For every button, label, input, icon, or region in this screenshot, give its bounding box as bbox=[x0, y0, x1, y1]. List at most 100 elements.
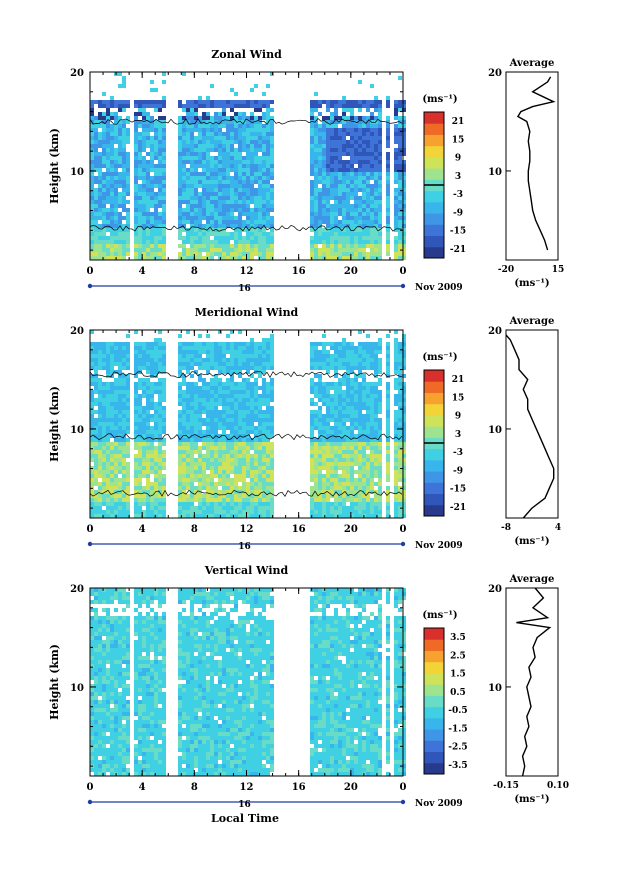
heatmap-cell bbox=[190, 502, 194, 506]
heatmap-cell bbox=[310, 510, 314, 514]
heatmap-cell bbox=[198, 414, 202, 418]
heatmap-cell bbox=[206, 204, 210, 208]
heatmap-cell bbox=[182, 478, 186, 482]
heatmap-cell bbox=[202, 232, 206, 236]
heatmap-cell bbox=[362, 132, 366, 136]
heatmap-cell bbox=[242, 442, 246, 446]
heatmap-cell bbox=[150, 144, 154, 148]
heatmap-cell bbox=[270, 224, 274, 228]
heatmap-cell bbox=[126, 466, 130, 470]
heatmap-cell bbox=[370, 486, 374, 490]
heatmap-cell bbox=[154, 136, 158, 140]
heatmap-cell bbox=[126, 502, 130, 506]
heatmap-cell bbox=[194, 386, 198, 390]
heatmap-cell bbox=[118, 120, 122, 124]
heatmap-cell bbox=[122, 232, 126, 236]
heatmap-cell bbox=[190, 224, 194, 228]
heatmap-cell bbox=[234, 208, 238, 212]
heatmap-cell bbox=[262, 168, 266, 172]
heatmap-cell bbox=[334, 438, 338, 442]
heatmap-cell bbox=[126, 354, 130, 358]
heatmap-cell bbox=[354, 454, 358, 458]
heatmap-cell bbox=[206, 418, 210, 422]
heatmap-cell bbox=[270, 422, 274, 426]
heatmap-cell bbox=[134, 248, 138, 252]
heatmap-cell bbox=[238, 112, 242, 116]
heatmap-cell bbox=[258, 426, 262, 430]
heatmap-cell bbox=[334, 120, 338, 124]
heatmap-cell bbox=[142, 244, 146, 248]
heatmap-cell bbox=[370, 346, 374, 350]
heatmap-cell bbox=[210, 426, 214, 430]
heatmap-cell bbox=[258, 212, 262, 216]
heatmap-cell bbox=[266, 342, 270, 346]
heatmap-cell bbox=[158, 502, 162, 506]
heatmap-cell bbox=[266, 358, 270, 362]
heatmap-cell bbox=[178, 216, 182, 220]
heatmap-cell bbox=[246, 200, 250, 204]
heatmap-cell bbox=[186, 370, 190, 374]
heatmap-cell bbox=[402, 160, 406, 164]
heatmap-cell bbox=[350, 474, 354, 478]
heatmap-cell bbox=[218, 244, 222, 248]
heatmap-cell bbox=[122, 216, 126, 220]
heatmap-cell bbox=[202, 152, 206, 156]
heatmap-cell bbox=[118, 140, 122, 144]
heatmap-cell bbox=[142, 176, 146, 180]
heatmap-cell bbox=[142, 100, 146, 104]
heatmap-cell bbox=[338, 148, 342, 152]
heatmap-cell bbox=[102, 192, 106, 196]
heatmap-cell bbox=[346, 232, 350, 236]
heatmap-cell bbox=[150, 454, 154, 458]
heatmap-cell bbox=[162, 506, 166, 510]
heatmap-cell bbox=[262, 386, 266, 390]
heatmap-cell bbox=[94, 188, 98, 192]
heatmap-cell bbox=[350, 192, 354, 196]
heatmap-cell bbox=[162, 96, 166, 100]
heatmap-cell bbox=[94, 208, 98, 212]
heatmap-cell bbox=[178, 100, 182, 104]
heatmap-cell bbox=[154, 184, 158, 188]
heatmap-cell bbox=[314, 192, 318, 196]
heatmap-cell bbox=[194, 240, 198, 244]
heatmap-cell bbox=[238, 466, 242, 470]
heatmap-cell bbox=[354, 502, 358, 506]
heatmap-cell bbox=[230, 252, 234, 256]
heatmap-cell bbox=[270, 240, 274, 244]
heatmap-cell bbox=[222, 390, 226, 394]
heatmap-cell bbox=[266, 244, 270, 248]
heatmap-cell bbox=[214, 128, 218, 132]
heatmap-cell bbox=[98, 208, 102, 212]
heatmap-cell bbox=[266, 402, 270, 406]
heatmap-cell bbox=[250, 168, 254, 172]
heatmap-cell bbox=[190, 494, 194, 498]
heatmap-cell bbox=[330, 442, 334, 446]
heatmap-cell bbox=[358, 374, 362, 378]
heatmap-cell bbox=[202, 112, 206, 116]
heatmap-cell bbox=[334, 204, 338, 208]
heatmap-cell bbox=[186, 128, 190, 132]
heatmap-cell bbox=[198, 124, 202, 128]
heatmap-cell bbox=[146, 128, 150, 132]
heatmap-cell bbox=[270, 418, 274, 422]
heatmap-cell bbox=[234, 354, 238, 358]
heatmap-cell bbox=[398, 100, 402, 104]
heatmap-cell bbox=[178, 414, 182, 418]
heatmap-cell bbox=[334, 188, 338, 192]
heatmap-cell bbox=[258, 354, 262, 358]
heatmap-cell bbox=[346, 374, 350, 378]
heatmap-cell bbox=[334, 196, 338, 200]
heatmap-cell bbox=[318, 112, 322, 116]
heatmap-cell bbox=[186, 240, 190, 244]
heatmap-cell bbox=[202, 160, 206, 164]
heatmap-cell bbox=[210, 128, 214, 132]
heatmap-cell bbox=[238, 390, 242, 394]
heatmap-cell bbox=[254, 378, 258, 382]
heatmap-cell bbox=[350, 116, 354, 120]
heatmap-cell bbox=[194, 406, 198, 410]
heatmap-cell bbox=[90, 414, 94, 418]
heatmap-cell bbox=[262, 498, 266, 502]
heatmap-cell bbox=[114, 382, 118, 386]
heatmap-cell bbox=[90, 244, 94, 248]
heatmap-cell bbox=[318, 490, 322, 494]
